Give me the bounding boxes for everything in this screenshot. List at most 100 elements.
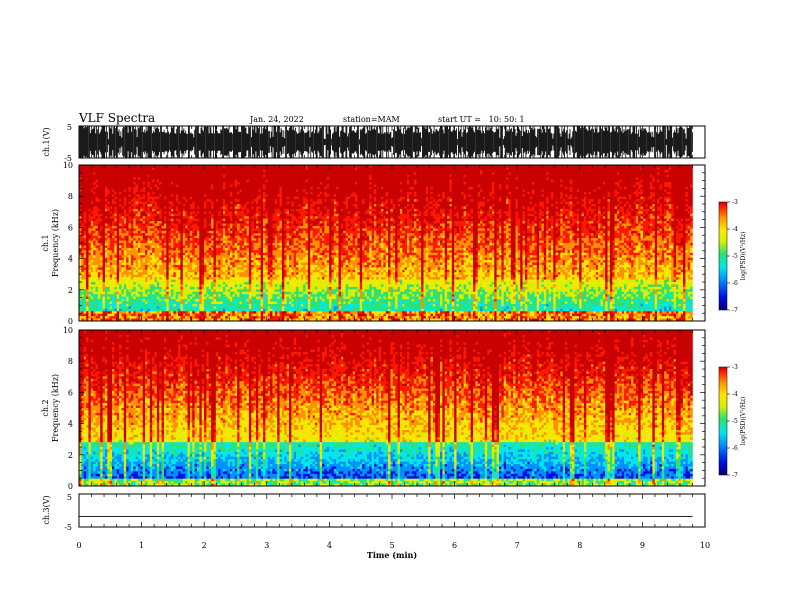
heatmap-cell <box>204 223 207 227</box>
heatmap-cell <box>121 172 125 176</box>
heatmap-cell <box>253 172 257 176</box>
heatmap-cell <box>196 316 200 319</box>
heatmap-cell <box>178 308 181 312</box>
heatmap-cell <box>213 289 217 293</box>
heatmap-cell <box>114 284 118 288</box>
heatmap-cell <box>88 221 92 224</box>
heatmap-cell <box>112 274 115 278</box>
heatmap-cell <box>107 267 110 271</box>
heatmap-cell <box>213 286 217 290</box>
heatmap-cell <box>175 243 179 246</box>
heatmap-cell <box>135 291 139 295</box>
heatmap-cell <box>107 196 110 200</box>
heatmap-cell <box>213 306 217 310</box>
heatmap-cell <box>121 243 125 246</box>
heatmap-cell <box>86 189 89 193</box>
heatmap-cell <box>149 191 153 195</box>
heatmap-cell <box>255 291 259 295</box>
heatmap-cell <box>133 301 136 305</box>
heatmap-cell <box>163 172 167 176</box>
heatmap-cell <box>232 308 236 312</box>
heatmap-cell <box>114 213 118 217</box>
heatmap-cell <box>142 316 146 319</box>
heatmap-cell <box>173 196 177 200</box>
heatmap-cell <box>230 272 233 275</box>
heatmap-cell <box>171 306 174 310</box>
heatmap-cell <box>126 208 129 212</box>
heatmap-cell <box>163 250 167 254</box>
heatmap-cell <box>128 179 132 183</box>
heatmap-cell <box>79 230 82 234</box>
heatmap-cell <box>100 233 103 236</box>
heatmap-cell <box>180 208 184 212</box>
heatmap-cell <box>206 252 210 256</box>
heatmap-cell <box>86 316 89 319</box>
heatmap-cell <box>253 262 257 266</box>
heatmap-cell <box>246 233 250 236</box>
heatmap-cell <box>204 289 207 293</box>
heatmap-cell <box>168 189 172 193</box>
heatmap-cell <box>194 208 198 212</box>
heatmap-cell <box>156 313 160 317</box>
heatmap-cell <box>206 189 210 193</box>
heatmap-cell <box>178 204 181 207</box>
heatmap-cell <box>173 303 177 307</box>
heatmap-cell <box>241 186 245 190</box>
heatmap-cell <box>149 216 153 219</box>
heatmap-cell <box>248 204 252 207</box>
heatmap-cell <box>180 225 184 229</box>
heatmap-cell <box>159 274 162 278</box>
heatmap-cell <box>86 274 89 278</box>
heatmap-cell <box>255 274 259 278</box>
heatmap-cell <box>79 216 82 219</box>
heatmap-cell <box>208 255 212 258</box>
heatmap-cell <box>166 247 169 251</box>
heatmap-cell <box>140 269 144 273</box>
heatmap-cell <box>107 257 110 261</box>
heatmap-cell <box>161 267 165 271</box>
heatmap-cell <box>83 165 87 168</box>
heatmap-cell <box>199 233 202 236</box>
heatmap-cell <box>121 306 125 310</box>
heatmap-cell <box>192 191 195 195</box>
heatmap-cell <box>222 179 226 183</box>
heatmap-cell <box>147 238 151 241</box>
heatmap-cell <box>237 316 240 319</box>
heatmap-cell <box>201 311 205 314</box>
heatmap-cell <box>187 184 191 188</box>
heatmap-cell <box>114 306 118 310</box>
heatmap-cell <box>114 260 118 263</box>
heatmap-cell <box>189 225 193 229</box>
heatmap-cell <box>201 233 205 236</box>
heatmap-cell <box>218 277 221 280</box>
heatmap-cell <box>220 172 224 176</box>
heatmap-cell <box>145 306 148 310</box>
heatmap-cell <box>244 216 247 219</box>
heatmap-cell <box>213 167 217 171</box>
heatmap-cell <box>152 296 155 300</box>
heatmap-cell <box>255 257 259 261</box>
heatmap-cell <box>213 208 217 212</box>
heatmap-cell <box>185 179 188 183</box>
heatmap-cell <box>173 189 177 193</box>
heatmap-cell <box>140 284 144 288</box>
heatmap-cell <box>137 243 141 246</box>
heatmap-cell <box>171 308 174 312</box>
heatmap-cell <box>208 267 212 271</box>
heatmap-cell <box>199 172 202 176</box>
heatmap-cell <box>213 255 217 258</box>
heatmap-cell <box>128 213 132 217</box>
heatmap-cell <box>97 294 101 297</box>
heatmap-cell <box>107 316 110 319</box>
heatmap-cell <box>156 208 160 212</box>
heatmap-cell <box>211 184 214 188</box>
heatmap-cell <box>185 299 188 302</box>
heatmap-cell <box>86 269 89 273</box>
heatmap-cell <box>196 194 200 197</box>
heatmap-cell <box>211 182 214 185</box>
heatmap-cell <box>163 199 167 202</box>
heatmap-cell <box>194 230 198 234</box>
heatmap-cell <box>121 316 125 319</box>
heatmap-cell <box>187 316 191 319</box>
heatmap-cell <box>208 172 212 176</box>
